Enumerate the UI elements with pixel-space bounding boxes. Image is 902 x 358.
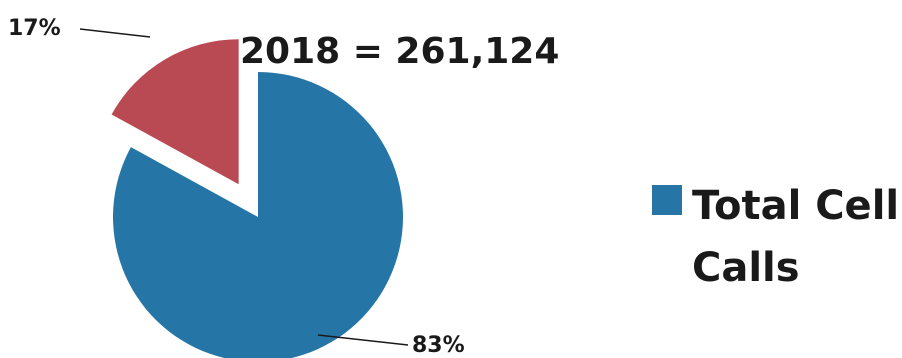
legend-label-line1: Total Cell: [692, 183, 899, 229]
pie-slice-total-cell-calls: [113, 72, 403, 358]
leader-line-83-percent: [317, 334, 409, 346]
data-label-83-percent: 83%: [412, 333, 465, 358]
pie-slice-other: [111, 39, 239, 185]
legend-label-line2: Calls: [692, 245, 800, 291]
leader-line-17-percent: [79, 28, 151, 38]
data-label-17-percent: 17%: [8, 16, 61, 41]
legend-swatch-total-cell-calls: [652, 185, 682, 215]
chart-title: 2018 = 261,124: [240, 31, 559, 72]
